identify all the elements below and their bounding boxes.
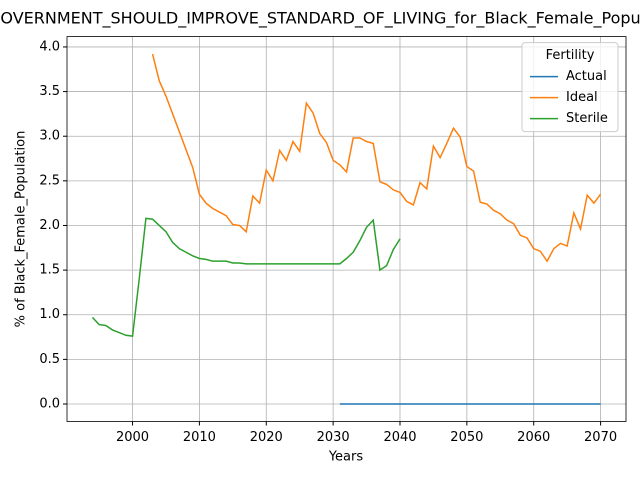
- legend-label: Sterile: [566, 111, 608, 126]
- plot-frame: [66, 36, 627, 422]
- y-tick-label: 2.5: [39, 173, 60, 188]
- chart-title: GOVERNMENT_SHOULD_IMPROVE_STANDARD_OF_LI…: [0, 9, 640, 29]
- legend-title: Fertility: [546, 48, 595, 63]
- y-tick-label: 3.5: [39, 84, 60, 99]
- y-tick-label: 0.0: [39, 397, 60, 412]
- data-line: [91, 217, 401, 338]
- y-axis-label: % of Black_Female_Population: [14, 131, 29, 328]
- x-tick-label: 2070: [584, 430, 617, 445]
- legend-label: Ideal: [566, 90, 598, 105]
- x-tick-label: 2050: [450, 430, 483, 445]
- legend-box: [521, 42, 619, 133]
- y-tick-label: 1.5: [39, 263, 60, 278]
- y-tick-label: 2.0: [39, 218, 60, 233]
- legend-label: Actual: [566, 69, 607, 84]
- x-tick-label: 2030: [317, 430, 350, 445]
- y-tick-label: 4.0: [39, 39, 60, 54]
- y-tick-label: 1.0: [39, 307, 60, 322]
- x-tick-label: 2040: [383, 430, 416, 445]
- x-axis-label: Years: [328, 450, 364, 465]
- x-tick-label: 2060: [517, 430, 550, 445]
- data-line: [151, 53, 602, 263]
- y-tick-label: 3.0: [39, 129, 60, 144]
- x-tick-label: 2010: [183, 430, 216, 445]
- x-tick-label: 2000: [116, 430, 149, 445]
- x-tick-label: 2020: [250, 430, 283, 445]
- y-tick-label: 0.5: [39, 352, 60, 367]
